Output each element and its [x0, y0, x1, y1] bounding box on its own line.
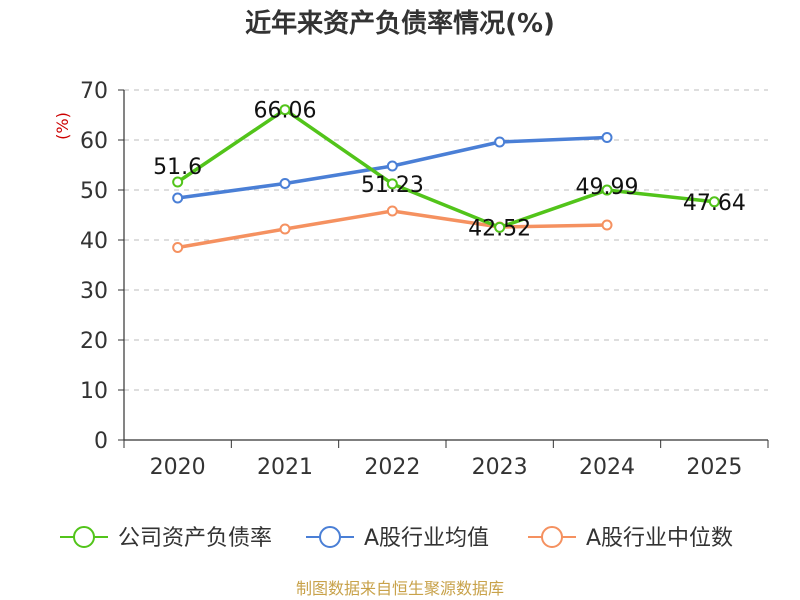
data-label: 47.64	[683, 191, 746, 216]
data-point	[601, 219, 613, 231]
data-point	[279, 104, 291, 116]
series-line-1	[176, 107, 715, 230]
y-tick-label: 70	[80, 79, 108, 104]
legend[interactable]: 公司资产负债率 A股行业均值 A股行业中位数	[60, 526, 733, 551]
legend-label: 公司资产负债率	[118, 526, 272, 551]
data-point	[386, 160, 398, 172]
data-point	[494, 221, 506, 233]
data-label: 66.06	[254, 99, 317, 124]
legend-label: A股行业均值	[364, 526, 489, 551]
y-tick-label: 30	[80, 279, 108, 304]
y-tick-label: 20	[80, 329, 108, 354]
chart-title: 近年来资产负债率情况(%)	[245, 8, 555, 39]
y-tick-label: 60	[80, 129, 108, 154]
data-point	[601, 132, 613, 143]
data-point	[172, 192, 184, 204]
data-labels: 51.6 66.06 51.23 42.52 49.99 47.64	[153, 99, 746, 242]
data-point	[172, 242, 184, 253]
legend-swatch-marker	[319, 526, 341, 548]
series-1	[172, 104, 720, 233]
data-point	[386, 205, 398, 217]
data-point	[601, 184, 613, 196]
legend-swatch-marker	[73, 526, 95, 548]
x-tick-label: 2024	[579, 455, 635, 480]
data-point	[494, 136, 506, 148]
x-tick-label: 2020	[150, 455, 206, 480]
series-3	[172, 205, 613, 253]
x-tick-label: 2022	[364, 455, 420, 480]
x-tick-label: 2021	[257, 455, 313, 480]
data-point	[708, 196, 720, 208]
data-point	[279, 178, 291, 189]
data-point	[386, 178, 398, 190]
series-2	[172, 132, 613, 204]
legend-label: A股行业中位数	[586, 526, 733, 551]
x-tick-label: 2023	[472, 455, 528, 480]
data-label: 51.23	[361, 173, 424, 198]
data-source-note: 制图数据来自恒生聚源数据库	[296, 579, 504, 598]
data-point	[279, 223, 291, 235]
y-tick-label: 40	[80, 229, 108, 254]
series-lines	[172, 104, 720, 253]
legend-item-1[interactable]: 公司资产负债率	[60, 526, 272, 551]
y-tick-label: 0	[94, 429, 108, 454]
y-tick-label: 50	[80, 179, 108, 204]
y-axis-unit-label: (%)	[53, 112, 72, 140]
data-point	[172, 176, 184, 188]
legend-item-3[interactable]: A股行业中位数	[528, 526, 733, 551]
data-label: 42.52	[468, 216, 531, 241]
axes: 0 10 20 30 40 50 60 70 2020 2021 2022 2023 2024 2025	[80, 79, 769, 480]
data-label: 51.6	[153, 155, 202, 180]
x-tick-label: 2025	[686, 455, 742, 480]
legend-item-2[interactable]: A股行业均值	[306, 526, 489, 551]
legend-swatch-marker	[541, 526, 563, 548]
y-tick-label: 10	[80, 379, 108, 404]
grid-lines	[124, 89, 768, 391]
data-label: 49.99	[576, 175, 639, 200]
